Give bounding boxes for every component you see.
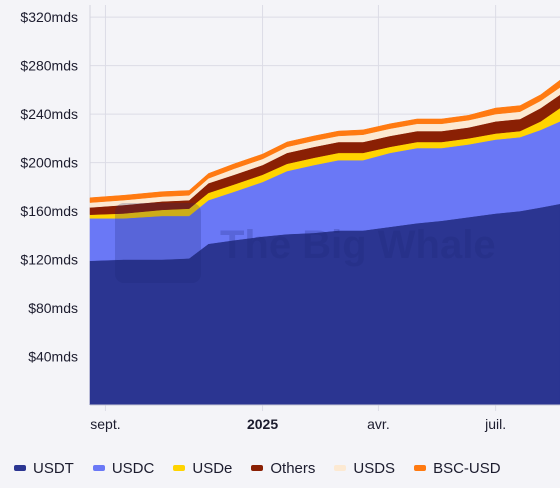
legend-item-usdc[interactable]: USDC bbox=[92, 459, 155, 477]
legend-label: BSC-USD bbox=[433, 459, 501, 477]
area-layer bbox=[89, 79, 560, 406]
legend-item-others[interactable]: Others bbox=[251, 460, 315, 477]
legend-swatch-icon bbox=[92, 465, 105, 471]
legend-item-usds[interactable]: USDS bbox=[334, 460, 395, 477]
y-tick-label: $80mds bbox=[28, 300, 78, 316]
legend-label: USDC bbox=[111, 459, 155, 477]
legend-item-bsc-usd[interactable]: BSC-USD bbox=[414, 460, 501, 477]
y-tick-label: $240mds bbox=[20, 106, 78, 122]
area-bsc-usd bbox=[89, 79, 560, 203]
legend-label: USDT bbox=[33, 459, 74, 477]
legend-label: USDS bbox=[353, 459, 396, 477]
watermark-logo-icon bbox=[115, 203, 201, 283]
watermark-text: The Big Whale bbox=[220, 223, 496, 267]
axis-layer: $40mds $80mds $120mds $160mds $200mds $240mds… bbox=[20, 9, 560, 432]
y-tick-label: $200mds bbox=[20, 155, 78, 171]
x-tick-label: juil. bbox=[484, 416, 506, 432]
legend-swatch-icon bbox=[14, 465, 26, 471]
x-tick-label: avr. bbox=[367, 416, 390, 432]
x-tick-label: 2025 bbox=[247, 416, 278, 432]
y-tick-label: $40mds bbox=[28, 349, 78, 365]
watermark: The Big Whale bbox=[115, 203, 496, 283]
legend-label: Others bbox=[270, 459, 316, 477]
legend-swatch-icon bbox=[251, 465, 264, 471]
legend-item-usdt[interactable]: USDT bbox=[14, 460, 74, 477]
y-tick-label: $320mds bbox=[20, 9, 78, 25]
legend-swatch-icon bbox=[334, 465, 347, 471]
x-tick-label: sept. bbox=[90, 416, 120, 432]
legend-swatch-icon bbox=[173, 465, 186, 471]
legend-item-usde[interactable]: USDe bbox=[173, 460, 232, 477]
legend: USDT USDC USDe Others USDS BSC-USD bbox=[14, 458, 520, 478]
legend-label: USDe bbox=[192, 459, 233, 477]
y-tick-label: $160mds bbox=[20, 203, 78, 219]
y-tick-label: $120mds bbox=[20, 252, 78, 268]
y-tick-label: $280mds bbox=[20, 58, 78, 74]
legend-swatch-icon bbox=[414, 465, 427, 471]
